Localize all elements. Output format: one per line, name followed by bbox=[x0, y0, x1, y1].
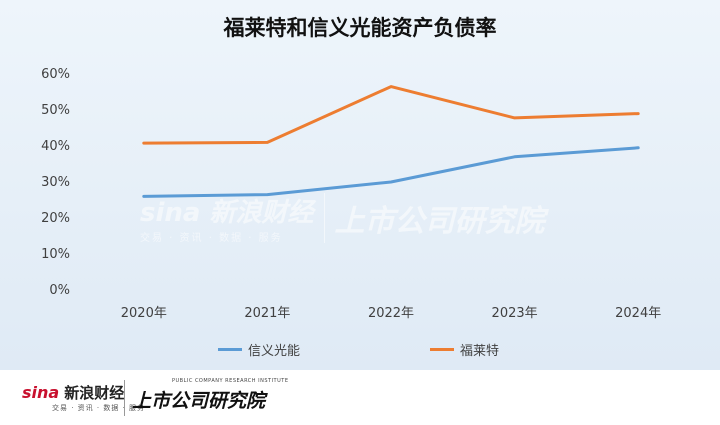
legend-swatch-series-1 bbox=[218, 348, 242, 351]
series-line-1 bbox=[142, 146, 640, 198]
y-tick-label: 60% bbox=[41, 67, 70, 82]
watermark: sina 新浪财经 交易 · 资讯 · 数据 · 服务 上市公司研究院 bbox=[140, 190, 600, 246]
watermark-divider bbox=[323, 193, 325, 243]
institute-logo: 上市公司研究院 PUBLIC COMPANY RESEARCH INSTITUT… bbox=[132, 378, 288, 413]
footer: sina 新浪财经 交易 · 资讯 · 数据 · 服务 上市公司研究院 PUBL… bbox=[0, 370, 720, 425]
watermark-institute: 上市公司研究院 bbox=[334, 204, 545, 239]
institute-name-en: PUBLIC COMPANY RESEARCH INSTITUTE bbox=[172, 378, 289, 384]
x-tick-label: 2021年 bbox=[244, 306, 290, 321]
sina-finance-name: 新浪财经 bbox=[64, 384, 125, 402]
line-plot: 0% 10% 20% 30% 40% 50% 60% 2020年 2021年 2022年 2023年… bbox=[41, 67, 661, 321]
sina-finance-logo: sina 新浪财经 交易 · 资讯 · 数据 · 服务 bbox=[22, 382, 145, 413]
watermark-brand-name: sina 新浪财经 bbox=[140, 198, 314, 228]
footer-divider bbox=[124, 380, 125, 416]
series-line-2 bbox=[142, 85, 640, 145]
sina-logo-text: sina bbox=[22, 383, 60, 402]
chart-title: 福莱特和信义光能资产负债率 bbox=[223, 16, 497, 40]
legend-item-series-2: 福莱特 bbox=[430, 340, 499, 359]
legend-label-series-2: 福莱特 bbox=[460, 344, 500, 359]
x-tick-label: 2023年 bbox=[492, 306, 538, 321]
y-tick-label: 30% bbox=[41, 175, 70, 190]
x-tick-label: 2022年 bbox=[368, 306, 414, 321]
y-tick-label: 40% bbox=[41, 139, 70, 154]
legend-label-series-1: 信义光能 bbox=[248, 344, 301, 359]
y-tick-label: 50% bbox=[41, 103, 70, 118]
x-tick-label: 2024年 bbox=[615, 306, 661, 321]
legend-item-series-1: 信义光能 bbox=[218, 340, 300, 359]
chart-area: 福莱特和信义光能资产负债率 sina 新浪财经 交易 · 资讯 · 数据 · 服… bbox=[0, 0, 720, 370]
y-tick-label: 10% bbox=[41, 247, 70, 262]
institute-name: 上市公司研究院 bbox=[132, 390, 266, 412]
watermark-brand-sub: 交易 · 资讯 · 数据 · 服务 bbox=[140, 233, 283, 244]
x-tick-label: 2020年 bbox=[121, 306, 167, 321]
legend-swatch-series-2 bbox=[430, 348, 454, 351]
y-tick-label: 0% bbox=[49, 283, 70, 298]
sina-finance-sub: 交易 · 资讯 · 数据 · 服务 bbox=[52, 404, 146, 412]
watermark-brand: sina 新浪财经 交易 · 资讯 · 数据 · 服务 bbox=[140, 192, 314, 244]
y-tick-label: 20% bbox=[41, 211, 70, 226]
